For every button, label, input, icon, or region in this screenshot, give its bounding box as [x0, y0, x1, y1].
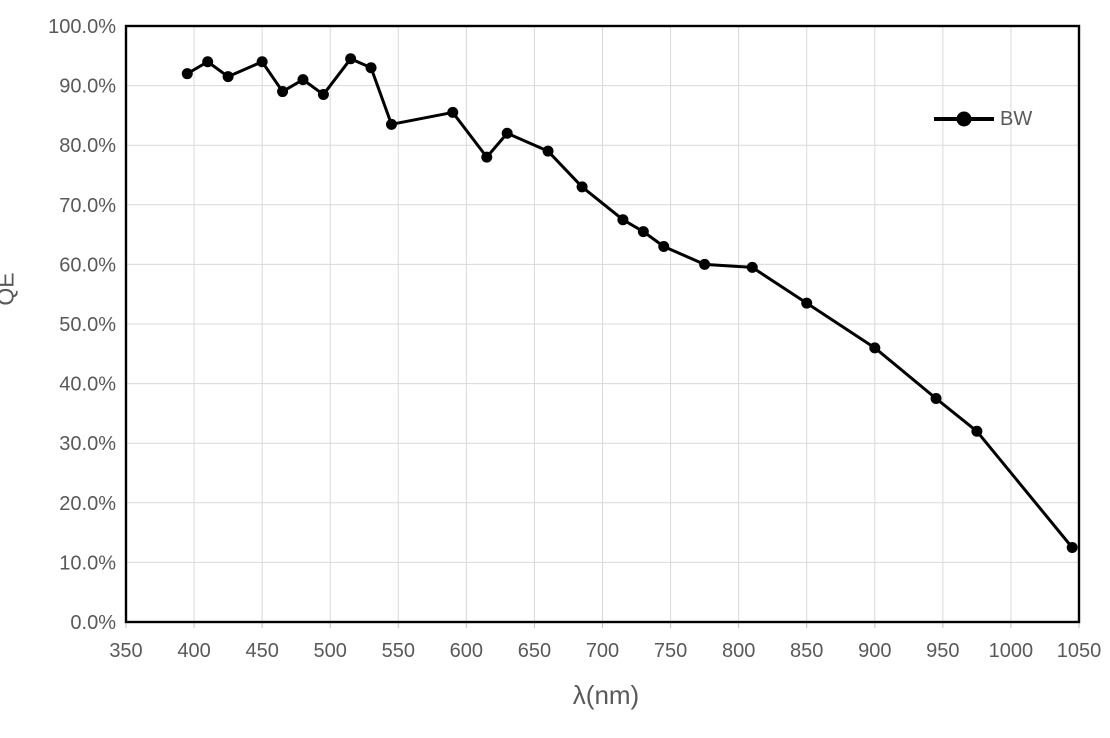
legend-marker-icon: [934, 111, 994, 127]
y-tick-label: 40.0%: [59, 374, 116, 396]
y-tick-label: 90.0%: [59, 76, 116, 98]
x-tick-label: 700: [586, 640, 619, 662]
data-point: [699, 258, 711, 270]
data-point: [297, 74, 309, 86]
data-point: [447, 106, 459, 118]
x-tick-label: 800: [722, 640, 755, 662]
legend: BW: [933, 104, 1032, 134]
data-point: [365, 62, 377, 74]
data-point: [930, 393, 942, 404]
x-tick-label: 450: [245, 640, 278, 662]
x-tick-label: 550: [382, 640, 415, 662]
data-point: [746, 261, 758, 273]
data-point: [576, 181, 588, 193]
data-point: [501, 127, 513, 139]
x-tick-label: 400: [177, 640, 210, 662]
x-axis-title: λ(nm): [572, 680, 640, 710]
x-tick-label: 600: [450, 640, 483, 662]
data-point: [869, 342, 881, 354]
data-point: [971, 425, 983, 437]
data-point: [317, 89, 329, 101]
y-tick-label: 100.0%: [48, 16, 116, 38]
data-point: [222, 71, 234, 83]
y-axis-title: QE: [0, 272, 19, 306]
data-point: [637, 226, 649, 238]
data-point: [256, 56, 268, 68]
y-tick-label: 20.0%: [59, 493, 116, 515]
data-point: [345, 53, 357, 65]
x-tick-label: 1050: [1057, 640, 1102, 662]
y-tick-label: 10.0%: [59, 552, 116, 574]
data-point: [385, 118, 397, 130]
y-tick-label: 30.0%: [59, 433, 116, 455]
plot-border: [124, 24, 1081, 624]
y-tick-label: 60.0%: [59, 254, 116, 276]
data-point: [202, 56, 214, 68]
data-point: [1066, 542, 1078, 553]
data-point: [658, 241, 670, 253]
data-point: [801, 297, 813, 309]
data-point: [617, 214, 629, 226]
data-point: [181, 68, 193, 80]
legend-label: BW: [1000, 107, 1033, 130]
data-point: [542, 145, 554, 157]
data-point: [277, 86, 289, 98]
x-tick-label: 750: [654, 640, 687, 662]
x-tick-label: 950: [926, 640, 959, 662]
y-tick-label: 70.0%: [59, 195, 116, 217]
y-tick-label: 80.0%: [59, 135, 116, 157]
x-tick-label: 1000: [989, 640, 1034, 662]
x-tick-label: 650: [518, 640, 551, 662]
x-tick-label: 500: [314, 640, 347, 662]
x-tick-label: 350: [109, 640, 142, 662]
y-tick-label: 50.0%: [59, 314, 116, 336]
x-tick-label: 900: [858, 640, 891, 662]
data-point: [481, 151, 493, 163]
y-tick-label: 0.0%: [70, 612, 116, 634]
x-tick-label: 850: [790, 640, 823, 662]
